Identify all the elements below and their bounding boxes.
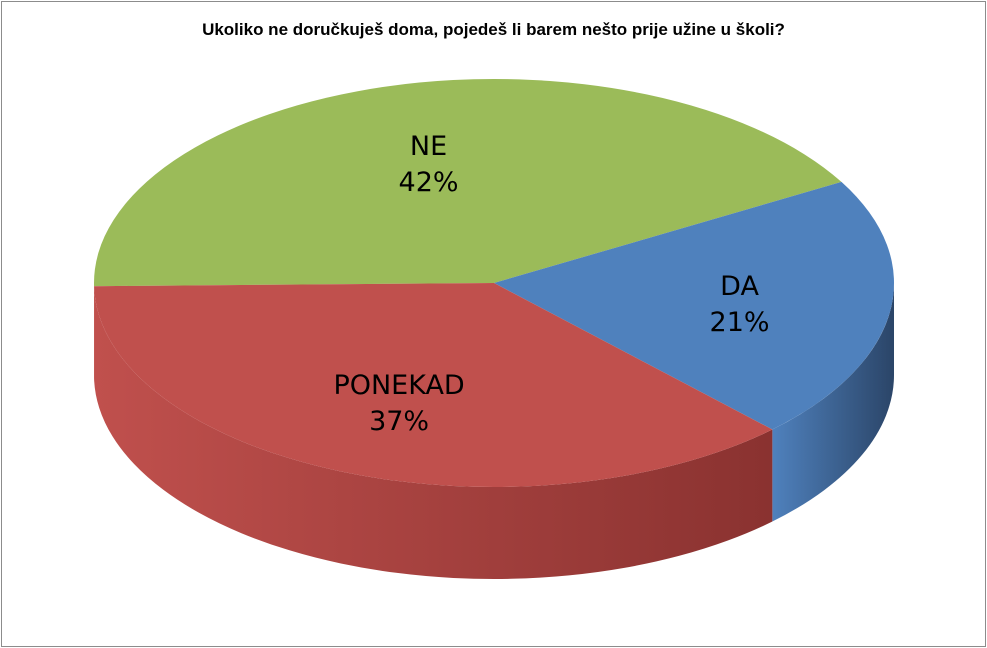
slice-label-ne: NE bbox=[410, 131, 447, 162]
slice-percent-da: 21% bbox=[710, 307, 770, 338]
pie-slice-ponekad bbox=[94, 283, 773, 487]
slice-percent-ponekad: 37% bbox=[369, 406, 429, 437]
slice-label-da: DA bbox=[720, 271, 759, 302]
pie-slice-ne bbox=[94, 79, 842, 287]
pie-side-da bbox=[772, 283, 894, 522]
pie-slice-da bbox=[494, 181, 894, 430]
pie-side-ponekad bbox=[94, 286, 773, 579]
slice-percent-ne: 42% bbox=[399, 167, 459, 198]
chart-title: Ukoliko ne doručkuješ doma, pojedeš li b… bbox=[202, 20, 785, 39]
slice-label-ponekad: PONEKAD bbox=[333, 370, 464, 401]
